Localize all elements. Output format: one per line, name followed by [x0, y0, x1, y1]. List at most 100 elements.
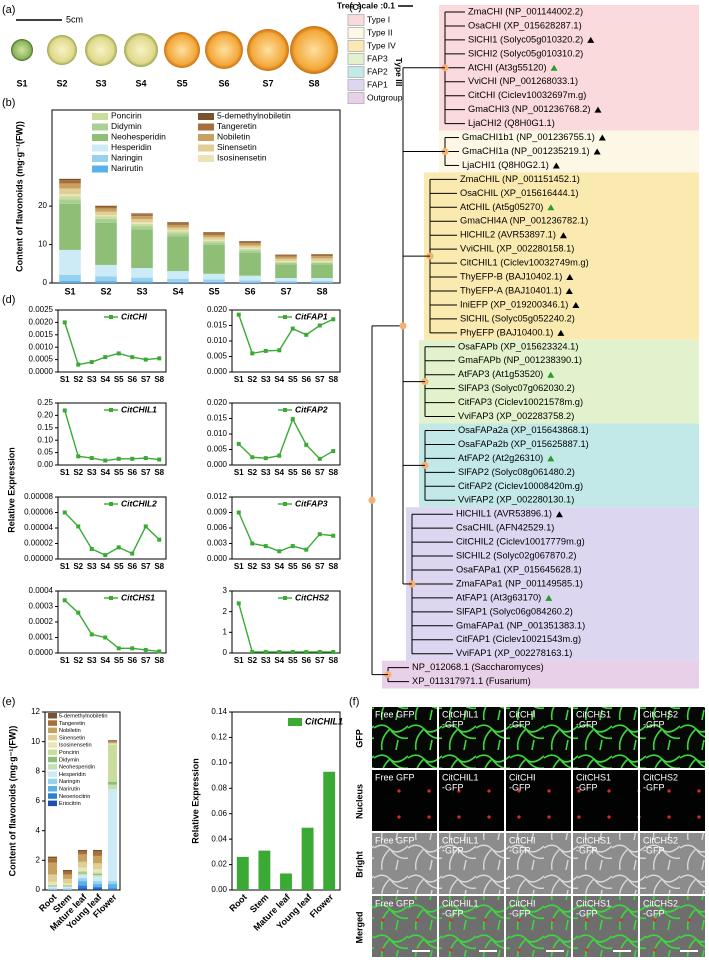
- y-tick-label: 0.25: [37, 398, 53, 407]
- cell-label: -GFP: [643, 782, 665, 792]
- data-point: [250, 455, 255, 460]
- legend-label: 5-demethylnobiletin: [217, 110, 291, 120]
- stage-label: S5: [176, 78, 187, 88]
- y-tick-label: 0.04: [211, 834, 227, 843]
- x-tick-label: S6: [127, 468, 137, 477]
- marker-triangle: [557, 329, 565, 336]
- bar-segment: [48, 887, 57, 889]
- data-line: [238, 417, 334, 460]
- data-line: [64, 410, 160, 462]
- data-point: [331, 449, 336, 454]
- data-point: [130, 456, 135, 461]
- legend-label: Didymin: [111, 121, 142, 131]
- bar-segment: [275, 261, 297, 264]
- y-tick-label: 0.0003: [29, 602, 54, 611]
- leaf-label: AtFAP1 (At3g63170): [456, 592, 541, 602]
- x-tick-label: S2: [247, 375, 257, 384]
- bar-segment: [203, 232, 225, 234]
- cell-label: -GFP: [643, 908, 665, 918]
- legend-label: CitCHI: [121, 311, 148, 321]
- leaf-label: CitFAP1 (Ciclev10021543m.g): [456, 634, 581, 644]
- bar-segment: [108, 741, 117, 744]
- y-tick-label: 0.0010: [29, 342, 54, 351]
- bar-segment: [275, 281, 297, 283]
- bar-segment: [239, 250, 261, 253]
- bar-segment: [275, 282, 297, 283]
- leaf-label: ZmaFAPa1 (NP_001149585.1): [456, 578, 583, 588]
- legend-swatch: [48, 756, 57, 763]
- leaf-label: ThyEFP-A (BAJ10401.1): [460, 285, 562, 295]
- y-tick-label: 20: [38, 201, 47, 210]
- bar-segment: [78, 885, 87, 889]
- bar-segment: [59, 194, 81, 197]
- data-point: [103, 553, 108, 558]
- x-tick-label: S1: [234, 375, 244, 384]
- micrograph: [640, 707, 705, 768]
- x-tick-label: S5: [288, 656, 298, 665]
- y-tick-label: 0: [36, 885, 41, 894]
- x-tick-label: S4: [100, 562, 110, 571]
- bar-segment: [108, 743, 117, 744]
- x-tick-label: S3: [261, 562, 271, 571]
- bar-segment: [108, 889, 117, 890]
- x-tick-label: S5: [114, 562, 124, 571]
- data-point: [236, 510, 241, 515]
- bar-segment: [203, 279, 225, 282]
- bar-segment: [311, 264, 333, 279]
- legend-swatch: [92, 134, 108, 141]
- leaf-label: SlFAP2 (Solyc08g061480.2): [458, 467, 575, 477]
- y-tick-label: 0.012: [207, 492, 228, 501]
- y-tick-label: 2: [36, 855, 41, 864]
- data-point: [76, 454, 81, 459]
- cell-label: CitCHS1: [576, 709, 611, 719]
- x-tick-label: S4: [274, 375, 284, 384]
- data-point: [89, 456, 94, 461]
- x-tick-label: S2: [73, 562, 83, 571]
- bar: [258, 850, 271, 890]
- data-line: [238, 512, 334, 552]
- legend-group-label: Type III: [394, 58, 404, 87]
- bar-segment: [239, 245, 261, 248]
- x-tick-label: S6: [301, 468, 311, 477]
- bar-segment: [203, 242, 225, 245]
- y-tick-label: 0.020: [207, 305, 228, 314]
- leaf-label: AtCHI (At3g55120): [468, 62, 547, 72]
- marker-triangle: [545, 594, 553, 601]
- data-point: [317, 532, 322, 537]
- bar-segment: [93, 869, 102, 873]
- x-tick-label: S7: [141, 468, 151, 477]
- y-tick-label: 0: [223, 648, 228, 657]
- data-point: [62, 510, 67, 515]
- bar-segment: [48, 884, 57, 886]
- legend-label: Naringin: [59, 779, 80, 785]
- marker-triangle: [547, 204, 555, 211]
- cell-label: -GFP: [576, 719, 598, 729]
- data-point: [76, 524, 81, 529]
- y-tick-label: 6: [36, 796, 41, 805]
- bar-segment: [108, 781, 117, 785]
- x-tick-label: S1: [234, 562, 244, 571]
- bar-segment: [108, 740, 117, 742]
- legend-label: Isosinensetin: [59, 743, 92, 749]
- x-tick-label: S3: [261, 375, 271, 384]
- bar-segment: [93, 873, 102, 876]
- y-tick-label: 0.12: [211, 733, 227, 742]
- leaf-label: GmaCHI3 (NP_001236768.2): [468, 104, 590, 114]
- leaf-label: LjaCHI2 (Q8H0G1.1): [468, 118, 555, 128]
- x-tick-label: S5: [288, 468, 298, 477]
- legend-marker: [283, 408, 287, 412]
- bar-segment: [131, 226, 153, 230]
- bar-segment: [108, 743, 117, 745]
- bar-segment: [275, 254, 297, 257]
- x-tick-label: S6: [301, 375, 311, 384]
- bar-segment: [95, 276, 117, 282]
- bar-segment: [131, 214, 153, 217]
- legend-marker: [109, 502, 113, 506]
- x-tick-label: S1: [234, 468, 244, 477]
- bar-segment: [95, 264, 117, 277]
- leaf-label: SlFAP1 (Solyc06g084260.2): [456, 606, 573, 616]
- bar-segment: [95, 206, 117, 209]
- legend-label: Naringin: [111, 152, 143, 162]
- data-point: [62, 408, 67, 413]
- leaf-label: OsaFAPb (XP_015623324.1): [458, 341, 578, 351]
